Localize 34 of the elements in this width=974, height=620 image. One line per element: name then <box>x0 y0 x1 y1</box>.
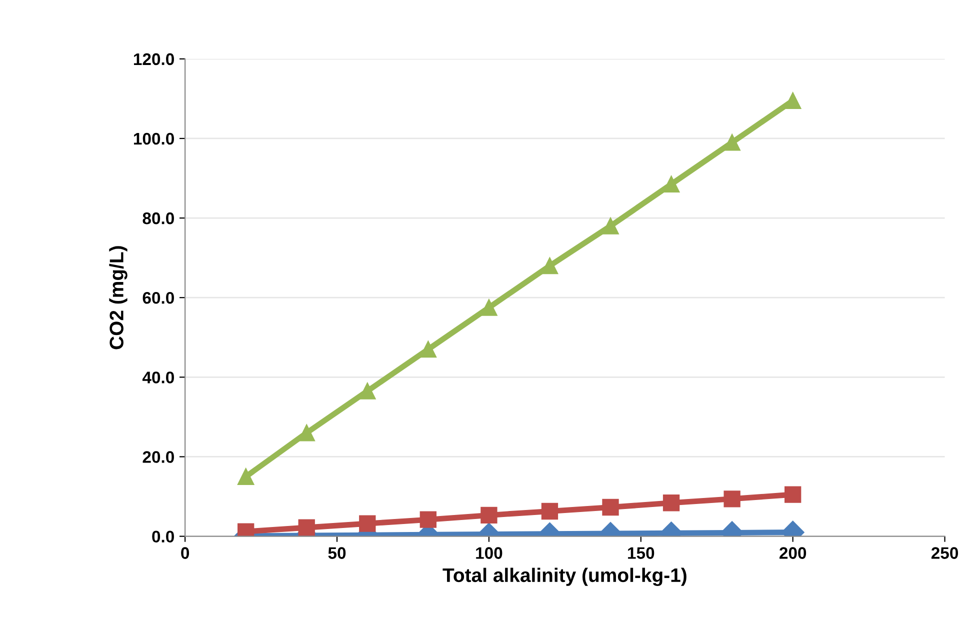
x-tick-label: 0 <box>181 547 190 559</box>
y-tick-label: 40.0 <box>142 372 174 384</box>
point <box>602 218 619 234</box>
x-tick-label: 250 <box>931 547 958 559</box>
point <box>420 340 437 358</box>
point <box>480 506 498 524</box>
point <box>724 134 740 151</box>
point <box>784 486 802 503</box>
point <box>420 511 437 528</box>
point <box>602 498 619 516</box>
y-tick-label: 120.0 <box>134 53 174 66</box>
point <box>724 490 740 508</box>
y-tick-label: 80.0 <box>142 212 174 224</box>
point <box>359 382 376 400</box>
point <box>784 92 802 110</box>
x-tick-label: 150 <box>628 547 654 559</box>
y-tick-label: 60.0 <box>142 292 174 304</box>
point <box>359 515 376 532</box>
x-tick-label: 200 <box>780 547 806 559</box>
x-axis-title: Total alkalinity (umol-kg-1) <box>442 568 686 586</box>
point <box>541 502 558 520</box>
x-tick-label: 50 <box>328 547 346 559</box>
point <box>662 176 680 193</box>
point <box>238 468 254 485</box>
point <box>298 424 315 442</box>
point <box>541 257 558 274</box>
y-tick-label: 100.0 <box>134 132 174 145</box>
point <box>662 494 680 512</box>
point <box>480 299 498 316</box>
y-tick-label: 0.0 <box>152 530 174 543</box>
point <box>298 519 315 536</box>
y-tick-label: 20.0 <box>142 451 174 463</box>
y-axis-title: CO2 (mg/L) <box>109 246 128 350</box>
x-tick-label: 100 <box>476 547 502 559</box>
